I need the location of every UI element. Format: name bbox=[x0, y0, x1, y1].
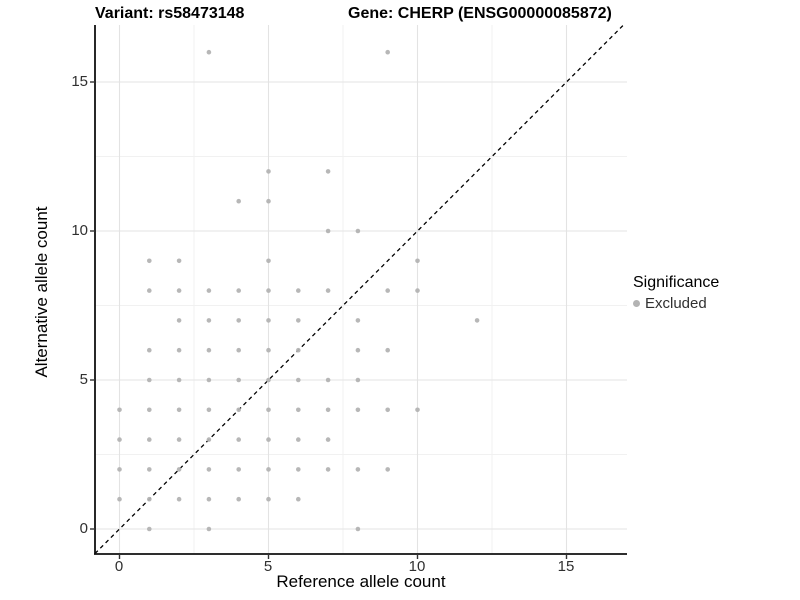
variant-title: Variant: rs58473148 bbox=[95, 5, 245, 22]
x-axis-title: Reference allele count bbox=[276, 572, 446, 591]
gene-title: Gene: CHERP (ENSG00000085872) bbox=[348, 5, 612, 22]
y-tick-label-0: 0 bbox=[79, 520, 88, 537]
legend-item-label: Excluded bbox=[645, 295, 707, 312]
legend-title: Significance bbox=[633, 274, 720, 291]
x-tick-label-15: 15 bbox=[557, 558, 575, 575]
legend: Significance Excluded bbox=[633, 274, 719, 312]
y-tick-label-5: 5 bbox=[79, 371, 88, 388]
x-tick-label-10: 10 bbox=[408, 558, 426, 575]
x-tick-label-5: 5 bbox=[263, 558, 273, 575]
legend-item-excluded: Excluded bbox=[633, 295, 719, 312]
y-tick-label-10: 10 bbox=[71, 222, 88, 239]
x-tick-label-0: 0 bbox=[114, 558, 124, 575]
y-tick-label-15: 15 bbox=[71, 73, 88, 90]
excluded-point-icon bbox=[633, 300, 640, 307]
y-axis-title: Alternative allele count bbox=[32, 206, 51, 378]
